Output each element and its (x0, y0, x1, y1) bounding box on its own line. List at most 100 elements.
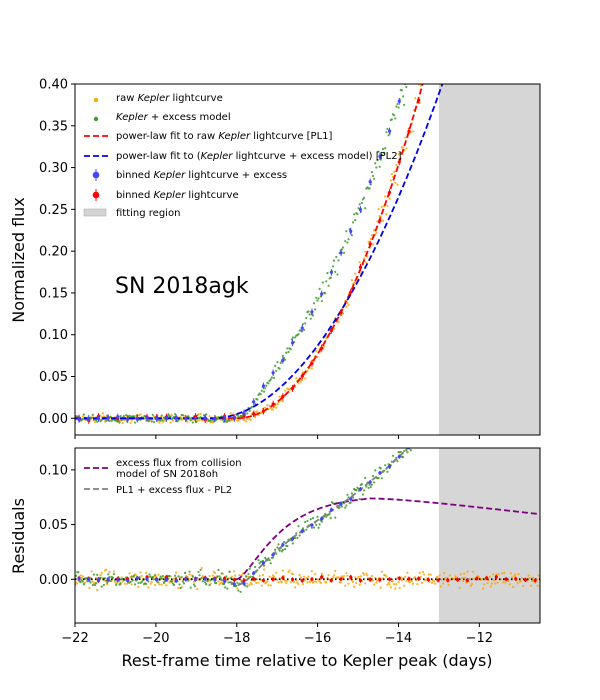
legend-label: power-law fit to raw Kepler lightcurve [… (116, 131, 333, 142)
raw-residual-point (292, 580, 296, 584)
binned-raw-point (387, 190, 392, 195)
raw-residual-point (410, 580, 414, 583)
raw-residual-point (394, 587, 397, 590)
excess-residual-point (179, 586, 182, 590)
legend-label: raw Kepler lightcurve (116, 93, 223, 104)
kepler-excess-point (354, 218, 357, 222)
excess-residual-point (152, 578, 156, 581)
raw-residual-point (257, 581, 260, 584)
raw-kepler-point (260, 411, 263, 415)
raw-residual-point (444, 576, 447, 580)
binned-excess-point (242, 411, 246, 415)
kepler-excess-point (351, 221, 355, 224)
raw-residual-point (79, 574, 82, 577)
legend-label-part: Kepler (153, 170, 186, 181)
excess-residual-point (217, 568, 220, 572)
binned-excess-residual-point (387, 464, 392, 468)
raw-residual-point (147, 586, 150, 589)
excess-residual-point (201, 580, 204, 583)
kepler-excess-point (81, 418, 84, 421)
kepler-excess-point (82, 413, 85, 416)
binned-excess-point (300, 326, 304, 330)
excess-residual-point (248, 567, 251, 570)
binned-excess-residual-point (378, 471, 382, 475)
raw-residual-point (391, 580, 395, 583)
binned-excess-residual-point (213, 578, 217, 582)
excess-residual-point (346, 493, 349, 496)
excess-residual-point (168, 574, 171, 578)
binned-excess-residual-point (310, 523, 314, 527)
excess-residual-point (281, 548, 285, 552)
raw-residual-point (411, 582, 415, 585)
excess-residual-point (304, 520, 307, 524)
kepler-excess-point (364, 207, 367, 210)
binned-raw-residual-point (281, 576, 285, 580)
kepler-excess-point (139, 418, 142, 421)
excess-residual-point (306, 519, 309, 523)
binned-excess-point (387, 129, 392, 133)
kepler-excess-point (331, 265, 335, 268)
raw-kepler-point (281, 399, 285, 403)
kepler-excess-point (281, 354, 285, 357)
kepler-excess-point (262, 390, 266, 393)
raw-residual-point (507, 579, 510, 582)
raw-kepler-point (367, 240, 370, 243)
raw-residual-point (123, 582, 127, 585)
kepler-excess-point (324, 292, 327, 295)
raw-residual-point (177, 586, 180, 590)
kepler-excess-point (265, 384, 268, 387)
binned-raw-residual-point (310, 577, 314, 581)
kepler-excess-point (374, 162, 377, 165)
excess-residual-point (192, 583, 196, 586)
kepler-excess-point (377, 150, 380, 153)
raw-residual-point (441, 582, 445, 585)
raw-residual-point (433, 580, 436, 583)
excess-residual-point (325, 515, 328, 518)
kepler-excess-point (316, 299, 319, 302)
excess-residual-point (161, 574, 164, 578)
kepler-excess-point (393, 114, 396, 117)
legend-label-part: Kepler (153, 190, 186, 201)
binned-raw-residual-point (514, 577, 518, 581)
raw-kepler-point (129, 421, 132, 425)
raw-kepler-point (381, 219, 385, 222)
kepler-excess-point (115, 419, 118, 422)
excess-residual-point (298, 534, 301, 537)
raw-kepler-point (350, 279, 353, 282)
binned-raw-residual-point (475, 576, 479, 581)
raw-kepler-point (170, 414, 173, 417)
kepler-excess-point (302, 328, 306, 331)
legend-label: PL1 + excess flux - PL2 (116, 485, 232, 496)
raw-kepler-point (371, 243, 375, 246)
kepler-excess-point (315, 296, 318, 299)
raw-residual-point (500, 572, 504, 575)
raw-kepler-point (278, 395, 281, 398)
binned-raw-residual-point (164, 575, 168, 579)
excess-residual-point (295, 532, 298, 535)
excess-residual-point (191, 575, 194, 578)
raw-residual-point (453, 577, 456, 581)
excess-residual-point (371, 474, 375, 478)
kepler-excess-point (120, 418, 123, 422)
binned-raw-residual-point (339, 577, 343, 581)
raw-residual-point (514, 573, 517, 576)
excess-residual-point (235, 584, 238, 587)
top-panel: 0.00 0.05 0.10 0.15 0.20 0.25 0.30 0.35 0.40 SN … (9, 78, 541, 439)
binned-excess-point (271, 371, 275, 375)
raw-residual-point (288, 569, 291, 572)
bottom-x-tick-label: −18 (223, 631, 250, 646)
excess-residual-point (75, 574, 78, 577)
excess-residual-point (182, 582, 186, 585)
raw-kepler-point (242, 419, 246, 422)
raw-residual-point (99, 573, 102, 577)
kepler-excess-point (346, 241, 349, 244)
kepler-excess-point (172, 415, 176, 418)
top-y-tick-label: 0.00 (39, 412, 68, 427)
raw-residual-point (158, 583, 161, 586)
bottom-x-tick-label: −22 (61, 631, 88, 646)
legend-label-part: model of SN 2018oh (116, 469, 218, 480)
excess-residual-point (173, 574, 177, 577)
raw-residual-point (489, 585, 492, 588)
kepler-excess-point (332, 259, 336, 262)
excess-residual-point (367, 486, 370, 490)
